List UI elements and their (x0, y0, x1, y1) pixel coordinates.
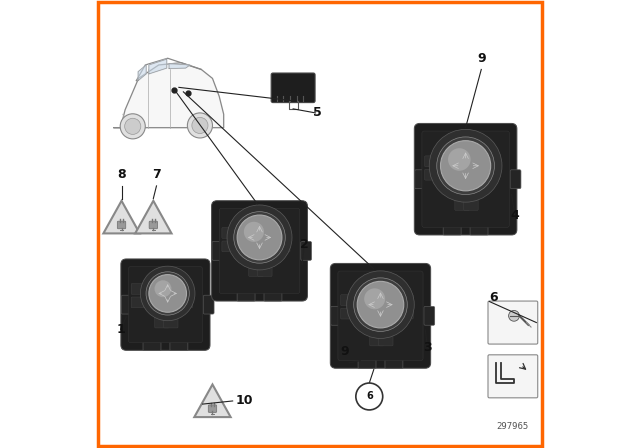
FancyBboxPatch shape (415, 170, 426, 189)
Circle shape (146, 272, 189, 315)
FancyBboxPatch shape (399, 308, 413, 319)
Text: 297965: 297965 (497, 422, 529, 431)
FancyBboxPatch shape (129, 267, 202, 343)
FancyBboxPatch shape (301, 241, 312, 260)
Polygon shape (195, 384, 230, 417)
Text: 7: 7 (152, 168, 161, 181)
FancyBboxPatch shape (510, 170, 521, 189)
FancyBboxPatch shape (470, 227, 488, 235)
FancyBboxPatch shape (424, 306, 435, 325)
Polygon shape (104, 201, 140, 233)
FancyBboxPatch shape (370, 335, 384, 346)
Circle shape (140, 266, 195, 321)
FancyBboxPatch shape (155, 317, 169, 328)
FancyBboxPatch shape (204, 295, 214, 314)
Circle shape (436, 137, 495, 194)
Text: 6: 6 (366, 392, 372, 401)
FancyBboxPatch shape (212, 201, 307, 301)
Text: 1: 1 (116, 323, 125, 336)
Text: 9: 9 (477, 52, 486, 65)
FancyBboxPatch shape (464, 200, 478, 211)
FancyBboxPatch shape (385, 360, 403, 368)
Polygon shape (138, 65, 146, 81)
Circle shape (429, 129, 502, 202)
FancyBboxPatch shape (414, 124, 517, 235)
Circle shape (227, 205, 292, 270)
Circle shape (347, 271, 414, 338)
FancyBboxPatch shape (488, 301, 538, 344)
Circle shape (509, 310, 520, 321)
FancyBboxPatch shape (222, 228, 236, 238)
FancyBboxPatch shape (131, 297, 145, 308)
FancyBboxPatch shape (164, 317, 178, 328)
Circle shape (354, 278, 407, 332)
Circle shape (149, 275, 186, 312)
Circle shape (188, 113, 212, 138)
Circle shape (120, 114, 145, 139)
FancyBboxPatch shape (131, 284, 145, 294)
Polygon shape (169, 64, 190, 69)
Text: 3: 3 (423, 340, 432, 354)
Circle shape (244, 222, 264, 242)
FancyBboxPatch shape (340, 308, 355, 319)
FancyBboxPatch shape (170, 342, 188, 350)
FancyBboxPatch shape (121, 259, 210, 350)
FancyBboxPatch shape (338, 271, 423, 361)
FancyBboxPatch shape (424, 156, 439, 167)
FancyBboxPatch shape (249, 266, 263, 276)
FancyBboxPatch shape (149, 221, 157, 229)
FancyBboxPatch shape (122, 295, 132, 314)
FancyBboxPatch shape (271, 73, 315, 103)
FancyBboxPatch shape (264, 293, 282, 301)
FancyBboxPatch shape (340, 295, 355, 306)
Text: 2: 2 (300, 237, 308, 251)
FancyBboxPatch shape (358, 360, 376, 368)
Circle shape (154, 280, 172, 297)
FancyBboxPatch shape (143, 342, 161, 350)
Circle shape (192, 117, 208, 134)
FancyBboxPatch shape (424, 169, 439, 180)
FancyBboxPatch shape (485, 156, 499, 167)
FancyBboxPatch shape (220, 208, 300, 293)
Polygon shape (135, 201, 172, 233)
FancyBboxPatch shape (455, 200, 469, 211)
Circle shape (357, 281, 404, 328)
FancyBboxPatch shape (379, 335, 393, 346)
FancyBboxPatch shape (178, 284, 193, 294)
FancyBboxPatch shape (258, 266, 272, 276)
FancyBboxPatch shape (488, 355, 538, 398)
FancyBboxPatch shape (443, 227, 461, 235)
FancyBboxPatch shape (485, 169, 499, 180)
Circle shape (356, 383, 383, 410)
Text: 5: 5 (314, 106, 322, 120)
Circle shape (440, 141, 491, 191)
FancyBboxPatch shape (212, 241, 223, 260)
FancyBboxPatch shape (237, 293, 255, 301)
FancyBboxPatch shape (331, 306, 342, 325)
Text: 6: 6 (490, 291, 498, 305)
Circle shape (234, 212, 285, 263)
Polygon shape (114, 63, 224, 128)
FancyBboxPatch shape (209, 405, 216, 413)
Circle shape (364, 289, 385, 309)
FancyBboxPatch shape (276, 241, 290, 252)
Text: 4: 4 (511, 208, 519, 222)
FancyBboxPatch shape (422, 131, 509, 228)
FancyBboxPatch shape (330, 263, 431, 368)
FancyBboxPatch shape (178, 297, 193, 308)
Text: 9: 9 (340, 345, 349, 358)
FancyBboxPatch shape (399, 295, 413, 306)
FancyBboxPatch shape (222, 241, 236, 252)
Circle shape (125, 118, 141, 134)
Text: 8: 8 (117, 168, 126, 181)
FancyBboxPatch shape (117, 221, 125, 229)
Circle shape (237, 215, 282, 260)
Text: 10: 10 (235, 394, 253, 408)
Circle shape (448, 148, 470, 171)
FancyBboxPatch shape (276, 228, 290, 238)
Polygon shape (149, 59, 167, 74)
